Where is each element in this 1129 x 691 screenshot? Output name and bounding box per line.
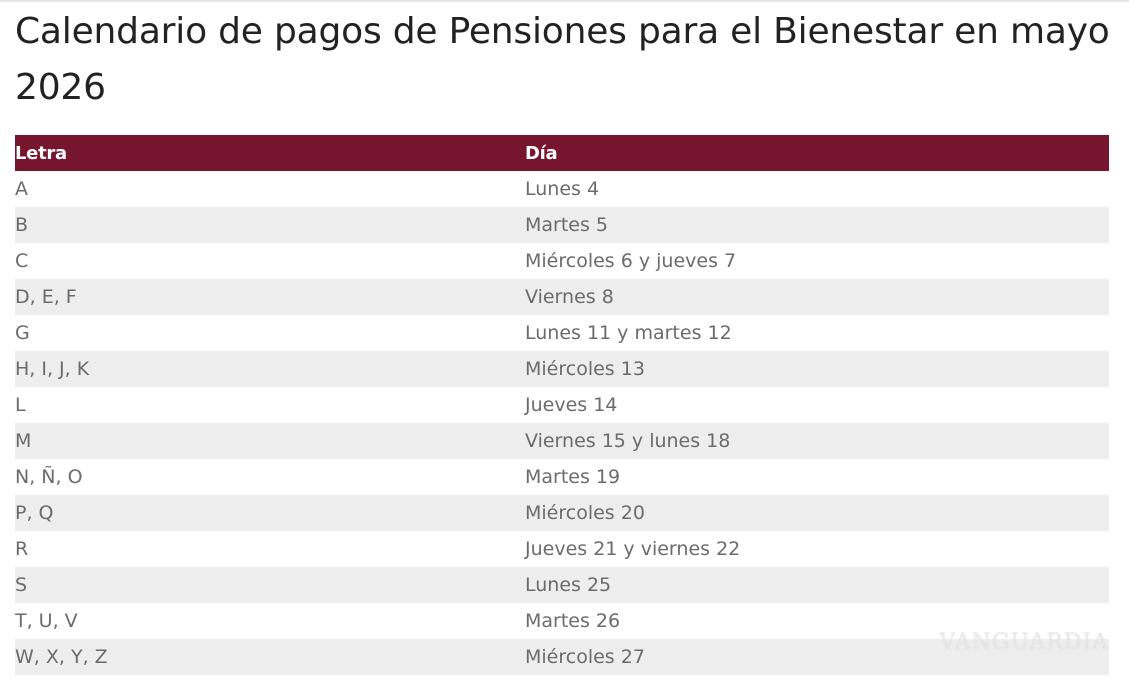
letter-cell: T, U, V [15, 610, 78, 632]
table-row: L Jueves 14 [15, 387, 1109, 423]
table-row: B Martes 5 [15, 207, 1109, 243]
day-cell: Lunes 25 [525, 574, 612, 596]
day-cell: Martes 26 [525, 610, 621, 632]
day-cell: Jueves 21 y viernes 22 [525, 538, 741, 560]
day-cell: Viernes 8 [525, 286, 614, 308]
table-row: H, I, J, K Miércoles 13 [15, 351, 1109, 387]
table-header-row: Letra Día [15, 135, 1109, 171]
table-row: R Jueves 21 y viernes 22 [15, 531, 1109, 567]
table-row: S Lunes 25 [15, 567, 1109, 603]
letter-cell: N, Ñ, O [15, 466, 83, 488]
day-cell: Jueves 14 [525, 394, 618, 416]
table-row: T, U, V Martes 26 [15, 603, 1109, 639]
day-cell: Lunes 4 [525, 178, 600, 200]
table-header: Letra Día [15, 135, 1109, 171]
letter-cell: B [15, 214, 29, 236]
letter-cell: D, E, F [15, 286, 77, 308]
day-cell: Martes 19 [525, 466, 621, 488]
table-row: G Lunes 11 y martes 12 [15, 315, 1109, 351]
letter-cell: R [15, 538, 29, 560]
table-row: D, E, F Viernes 8 [15, 279, 1109, 315]
letter-cell: W, X, Y, Z [15, 646, 108, 668]
letter-cell: L [15, 394, 26, 416]
table-row: N, Ñ, O Martes 19 [15, 459, 1109, 495]
table-body: A Lunes 4 B Martes 5 C Miércoles 6 y jueves 7… [15, 171, 1109, 675]
letter-cell: M [15, 430, 32, 452]
day-cell: Lunes 11 y martes 12 [525, 322, 732, 344]
day-cell: Miércoles 20 [525, 502, 645, 524]
day-cell: Miércoles 13 [525, 358, 645, 380]
page-title: Calendario de pagos de Pensiones para el… [15, 11, 1110, 108]
day-cell: Martes 5 [525, 214, 609, 236]
payment-schedule-table: Letra Día A Lunes 4 B Martes 5 C Miércoles 6 … [15, 135, 1109, 675]
day-cell: Miércoles 27 [525, 646, 645, 668]
top-divider [0, 0, 1129, 2]
column-header-letter: Letra [15, 142, 67, 164]
day-cell: Viernes 15 y lunes 18 [525, 430, 731, 452]
day-cell: Miércoles 6 y jueves 7 [525, 250, 737, 272]
table-row: M Viernes 15 y lunes 18 [15, 423, 1109, 459]
table-row: P, Q Miércoles 20 [15, 495, 1109, 531]
letter-cell: H, I, J, K [15, 358, 90, 380]
letter-cell: S [15, 574, 28, 596]
letter-cell: G [15, 322, 30, 344]
column-header-day: Día [525, 142, 558, 164]
table-row: W, X, Y, Z Miércoles 27 [15, 639, 1109, 675]
letter-cell: P, Q [15, 502, 54, 524]
table-row: A Lunes 4 [15, 171, 1109, 207]
table-row: C Miércoles 6 y jueves 7 [15, 243, 1109, 279]
letter-cell: C [15, 250, 29, 272]
letter-cell: A [15, 178, 28, 200]
